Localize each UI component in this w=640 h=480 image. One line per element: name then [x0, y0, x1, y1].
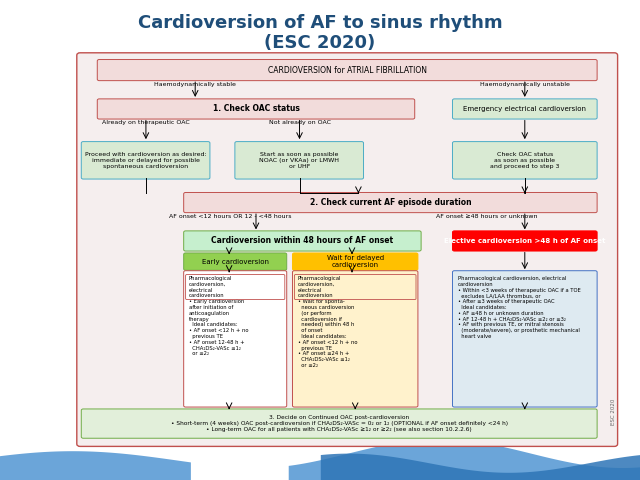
FancyBboxPatch shape: [292, 253, 418, 270]
Text: Early cardioversion: Early cardioversion: [202, 259, 269, 264]
Text: Emergency electrical cardioversion: Emergency electrical cardioversion: [463, 106, 586, 112]
Text: Cardioversion of AF to sinus rhythm: Cardioversion of AF to sinus rhythm: [138, 14, 502, 33]
Text: Haemodynamically stable: Haemodynamically stable: [154, 82, 236, 86]
FancyBboxPatch shape: [81, 142, 210, 179]
Text: Check OAC status
as soon as possible
and proceed to step 3: Check OAC status as soon as possible and…: [490, 152, 559, 168]
FancyBboxPatch shape: [452, 271, 597, 407]
Text: Cardioversion within 48 hours of AF onset: Cardioversion within 48 hours of AF onse…: [211, 237, 394, 245]
Polygon shape: [321, 454, 640, 480]
Text: Already on therapeutic OAC: Already on therapeutic OAC: [102, 120, 190, 125]
Text: Pharmacological cardioversion, electrical
cardioversion
• Within <3 weeks of the: Pharmacological cardioversion, electrica…: [458, 276, 580, 339]
FancyBboxPatch shape: [184, 253, 287, 270]
Text: Not already on OAC: Not already on OAC: [269, 120, 330, 125]
Text: 2. Check current AF episode duration: 2. Check current AF episode duration: [310, 198, 471, 207]
FancyBboxPatch shape: [235, 142, 364, 179]
FancyBboxPatch shape: [184, 192, 597, 213]
FancyBboxPatch shape: [77, 53, 618, 446]
FancyBboxPatch shape: [452, 99, 597, 119]
FancyBboxPatch shape: [184, 271, 287, 407]
Polygon shape: [0, 451, 191, 480]
Text: Start as soon as possible
NOAC (or VKAa) or LMWH
or UHF: Start as soon as possible NOAC (or VKAa)…: [259, 152, 339, 168]
Text: Pharmacological
cardioversion,
electrical
cardioversion
• Early cardioversion
af: Pharmacological cardioversion, electrica…: [189, 276, 248, 356]
Text: Wait for delayed
cardioversion: Wait for delayed cardioversion: [326, 255, 384, 268]
Text: (ESC 2020): (ESC 2020): [264, 34, 376, 51]
Text: AF onset ≥48 hours or unknown: AF onset ≥48 hours or unknown: [436, 214, 537, 218]
FancyBboxPatch shape: [292, 271, 418, 407]
Text: 1. Check OAC status: 1. Check OAC status: [212, 105, 300, 113]
FancyBboxPatch shape: [452, 231, 597, 251]
FancyBboxPatch shape: [81, 409, 597, 438]
Text: AF onset <12 hours OR 12 - <48 hours: AF onset <12 hours OR 12 - <48 hours: [169, 214, 292, 218]
Text: Proceed with cardioversion as desired:
immediate or delayed for possible
spontan: Proceed with cardioversion as desired: i…: [84, 152, 207, 168]
Text: Haemodynamically unstable: Haemodynamically unstable: [480, 82, 570, 86]
FancyBboxPatch shape: [97, 99, 415, 119]
Text: Pharmacological
cardioversion,
electrical
cardioversion
• Wait for sponta-
  neo: Pharmacological cardioversion, electrica…: [298, 276, 357, 368]
FancyBboxPatch shape: [97, 60, 597, 81]
Polygon shape: [289, 439, 640, 480]
Text: 3. Decide on Continued OAC post-cardioversion
• Short-term (4 weeks) OAC post-ca: 3. Decide on Continued OAC post-cardiove…: [171, 415, 508, 432]
Text: Elective cardioversion >48 h of AF onset: Elective cardioversion >48 h of AF onset: [444, 238, 605, 244]
Text: CARDIOVERSION for ATRIAL FIBRILLATION: CARDIOVERSION for ATRIAL FIBRILLATION: [268, 66, 427, 74]
Text: ESC 2020: ESC 2020: [611, 398, 616, 425]
FancyBboxPatch shape: [452, 142, 597, 179]
FancyBboxPatch shape: [184, 231, 421, 251]
